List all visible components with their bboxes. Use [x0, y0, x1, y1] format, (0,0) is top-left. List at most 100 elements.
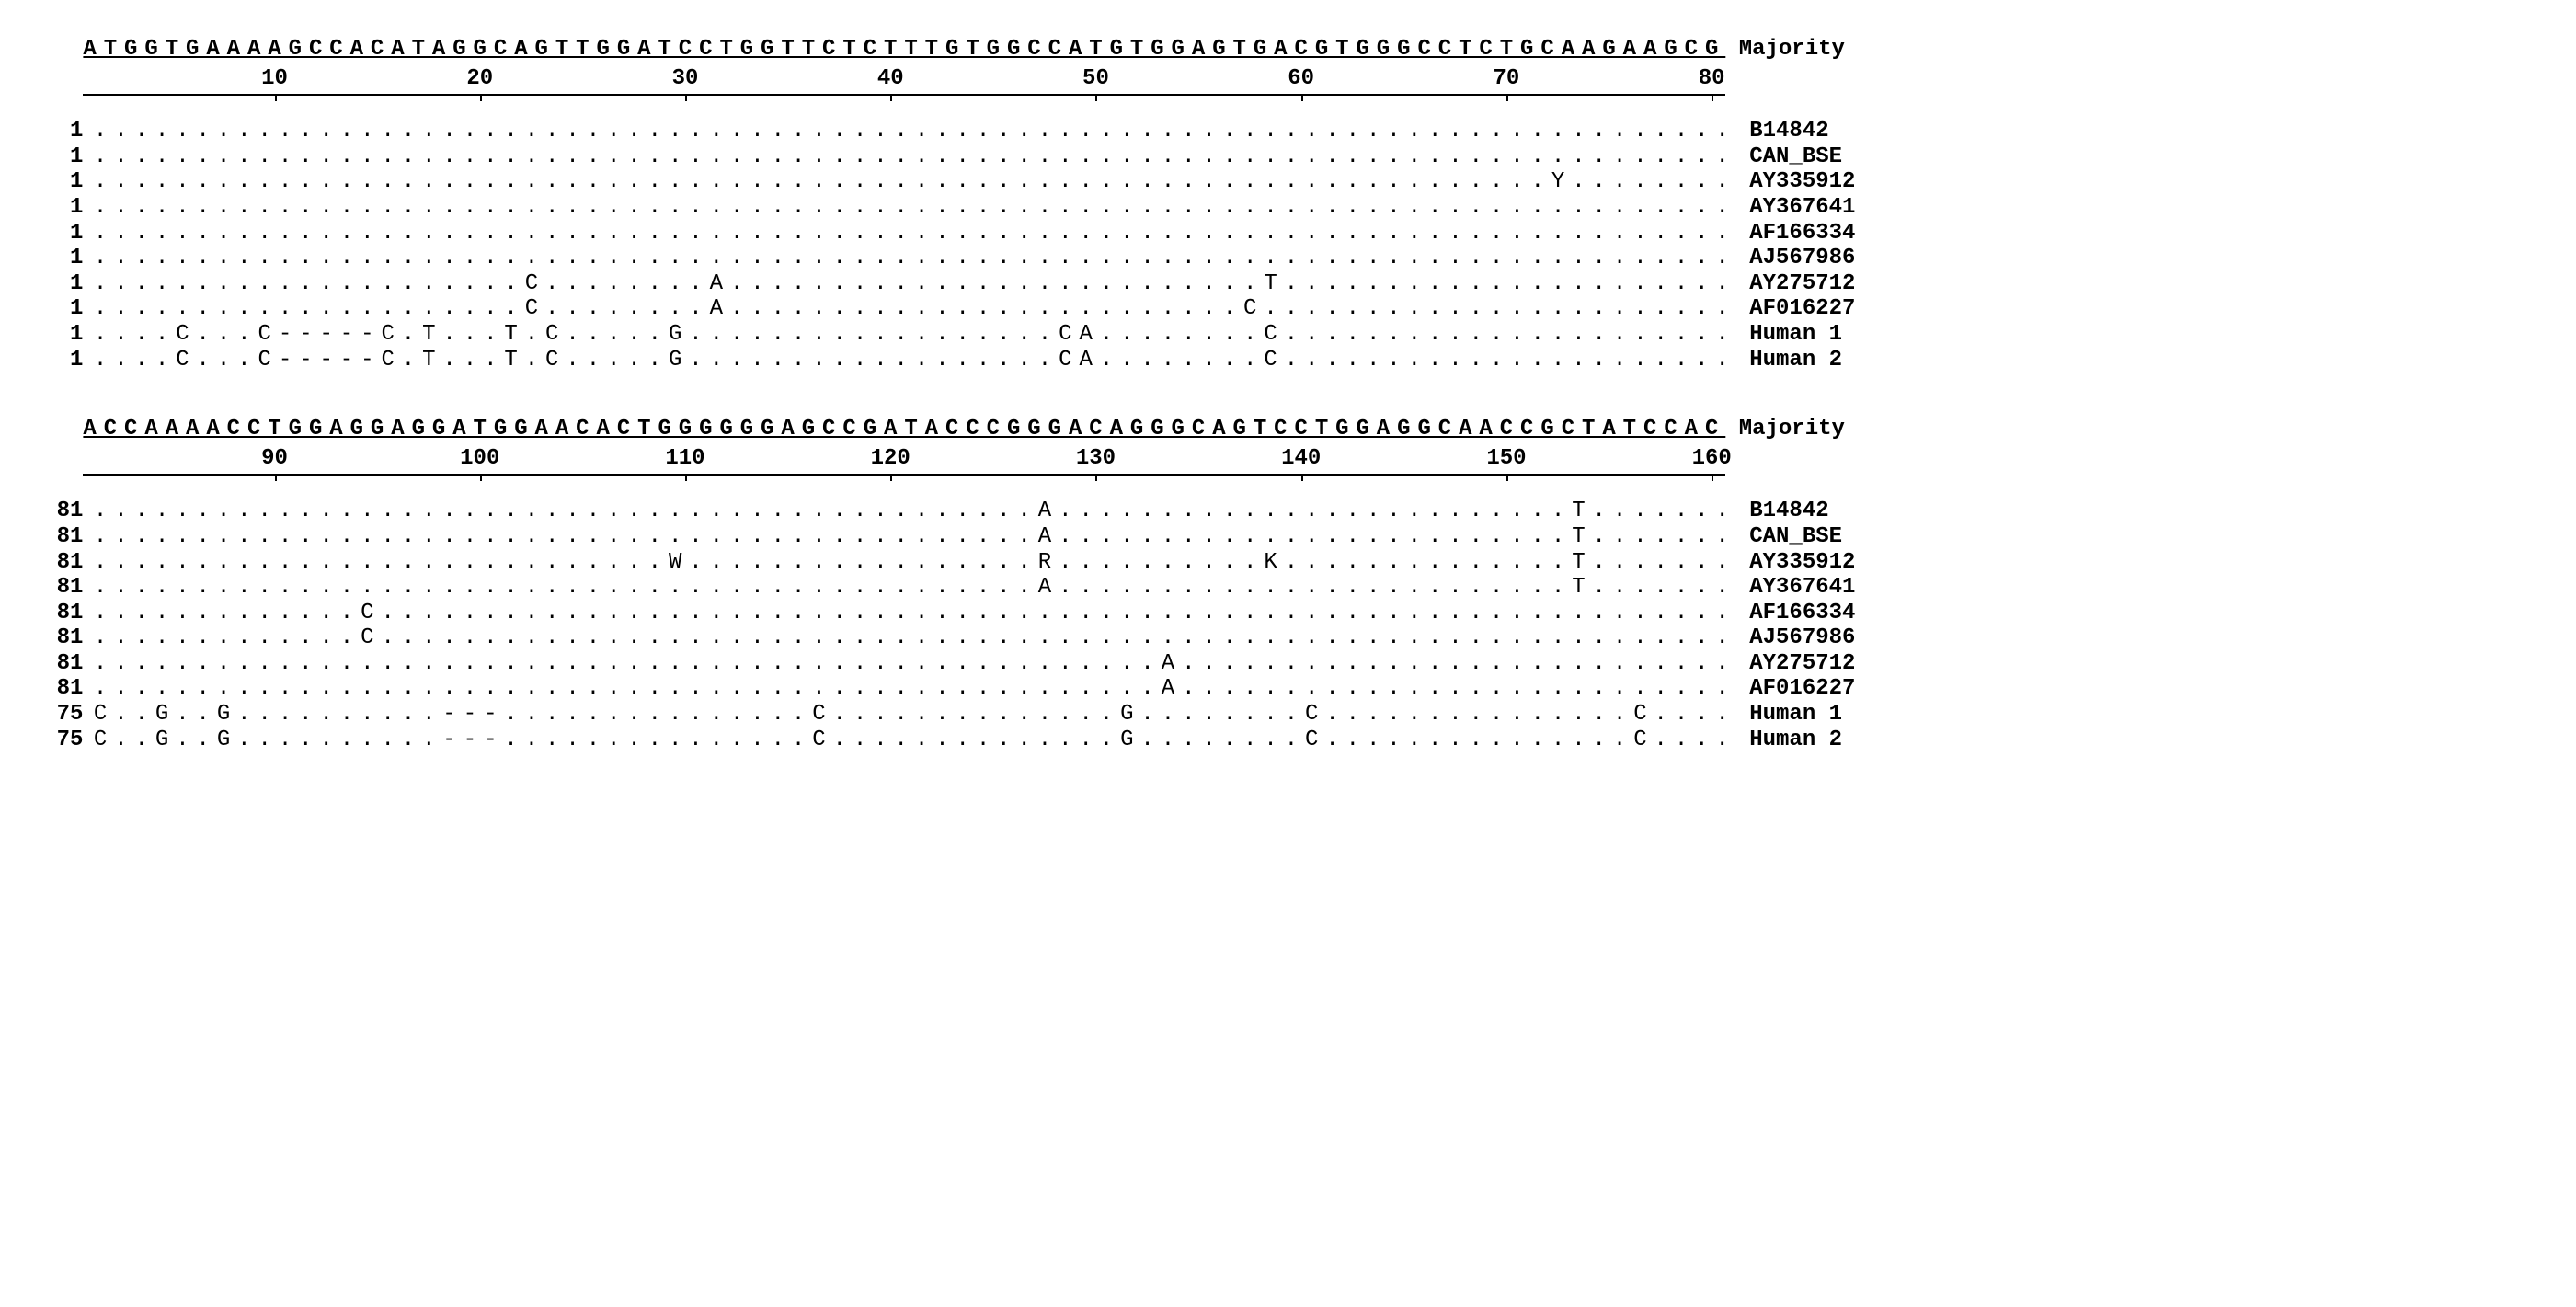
consensus-row: ATGGTGAAAAGCCACATAGGCAGTTGGATCCTGGTTCTCT… [37, 37, 2539, 63]
ruler-number: 20 [466, 66, 493, 92]
sequence-label: CAN_BSE [1749, 144, 1842, 170]
consensus-row: ACCAAAACCTGGAGGAGGATGGAACACTGGGGGGAGCCGA… [37, 417, 2539, 442]
sequence-row: 1.......................................… [37, 144, 2539, 170]
start-position: 1 [37, 322, 94, 348]
ruler-line [83, 94, 1725, 96]
ruler-number: 120 [871, 446, 910, 472]
ruler-number: 140 [1281, 446, 1321, 472]
ruler-number: 60 [1288, 66, 1314, 92]
sequence: ........................................… [94, 169, 1736, 195]
majority-label: Majority [1739, 417, 1845, 442]
sequence-label: B14842 [1749, 119, 1828, 144]
ruler-number: 150 [1486, 446, 1526, 472]
sequence-label: AF166334 [1749, 221, 1855, 246]
ruler-number: 10 [261, 66, 288, 92]
sequence-row: 1....C...C-----C.T...T.C.....G..........… [37, 322, 2539, 348]
sequence-row: 1....C...C-----C.T...T.C.....G..........… [37, 348, 2539, 373]
sequence: .............C..........................… [94, 625, 1736, 651]
ruler-number: 160 [1692, 446, 1732, 472]
start-position: 81 [37, 676, 94, 702]
start-position: 1 [37, 271, 94, 297]
sequence-label: CAN_BSE [1749, 524, 1842, 550]
sequence-row: 1.....................C........A........… [37, 296, 2539, 322]
sequence-label: AY367641 [1749, 575, 1855, 601]
sequence: ........................................… [94, 119, 1736, 144]
ruler-line [83, 474, 1725, 476]
sequence-label: Human 1 [1749, 702, 1842, 728]
ruler-number: 50 [1082, 66, 1109, 92]
sequence-label: Human 2 [1749, 348, 1842, 373]
start-position: 81 [37, 575, 94, 601]
sequence: ........................................… [94, 144, 1736, 170]
majority-label: Majority [1739, 37, 1845, 63]
sequence: ........................................… [94, 246, 1736, 271]
sequence-label: AY275712 [1749, 651, 1855, 677]
sequence: ............................W...........… [94, 550, 1736, 576]
start-position: 1 [37, 246, 94, 271]
start-position: 1 [37, 348, 94, 373]
sequence: C..G..G..........---...............C....… [94, 702, 1736, 728]
ruler-numbers: 90100110120130140150160 [83, 446, 2539, 473]
consensus-sequence: ACCAAAACCTGGAGGAGGATGGAACACTGGGGGGAGCCGA… [83, 417, 1725, 442]
sequence-label: AJ567986 [1749, 625, 1855, 651]
sequence-row: 1.......................................… [37, 169, 2539, 195]
ruler-number: 90 [261, 446, 288, 472]
start-position: 75 [37, 728, 94, 753]
sequence-row: 81............................W.........… [37, 550, 2539, 576]
sequence: ....C...C-----C.T...T.C.....G...........… [94, 348, 1736, 373]
ruler-number: 40 [877, 66, 904, 92]
start-position: 1 [37, 195, 94, 221]
sequence-row: 81......................................… [37, 524, 2539, 550]
sequence-row: 75C..G..G..........---...............C..… [37, 728, 2539, 753]
sequence-row: 1.......................................… [37, 195, 2539, 221]
start-position: 1 [37, 296, 94, 322]
sequence-row: 1.......................................… [37, 119, 2539, 144]
sequence: .....................C........A.........… [94, 271, 1736, 297]
sequence-row: 81......................................… [37, 676, 2539, 702]
sequence-label: B14842 [1749, 499, 1828, 524]
sequence-label: AY335912 [1749, 550, 1855, 576]
start-position: 81 [37, 524, 94, 550]
sequence: .............C..........................… [94, 601, 1736, 626]
alignment-block: ACCAAAACCTGGAGGAGGATGGAACACTGGGGGGAGCCGA… [37, 417, 2539, 752]
start-position: 1 [37, 169, 94, 195]
sequence-label: AY275712 [1749, 271, 1855, 297]
start-position: 81 [37, 625, 94, 651]
sequence-row: 1.......................................… [37, 221, 2539, 246]
sequence-row: 81.............C........................… [37, 625, 2539, 651]
start-position: 81 [37, 550, 94, 576]
start-position: 1 [37, 221, 94, 246]
ruler-number: 80 [1699, 66, 1725, 92]
sequence: .....................C........A.........… [94, 296, 1736, 322]
sequence: C..G..G..........---...............C....… [94, 728, 1736, 753]
alignment-block: ATGGTGAAAAGCCACATAGGCAGTTGGATCCTGGTTCTCT… [37, 37, 2539, 373]
sequence-row: 81......................................… [37, 499, 2539, 524]
sequence: ........................................… [94, 676, 1736, 702]
sequence-row: 81.............C........................… [37, 601, 2539, 626]
ruler: 10 20 30 40 50 60 70 80 [83, 66, 2539, 120]
sequence-row: 75C..G..G..........---...............C..… [37, 702, 2539, 728]
ruler-number: 70 [1494, 66, 1520, 92]
sequence-label: AF016227 [1749, 296, 1855, 322]
start-position: 75 [37, 702, 94, 728]
ruler: 90100110120130140150160 [83, 446, 2539, 499]
start-position: 1 [37, 144, 94, 170]
ruler-number: 30 [672, 66, 699, 92]
consensus-sequence: ATGGTGAAAAGCCACATAGGCAGTTGGATCCTGGTTCTCT… [83, 37, 1725, 63]
sequence-row: 81......................................… [37, 651, 2539, 677]
start-position: 1 [37, 119, 94, 144]
sequence-row: 1.....................C........A........… [37, 271, 2539, 297]
ruler-numbers: 10 20 30 40 50 60 70 80 [83, 66, 2539, 93]
sequence-label: AF016227 [1749, 676, 1855, 702]
sequence: ........................................… [94, 195, 1736, 221]
sequence-label: AY335912 [1749, 169, 1855, 195]
sequence-label: AY367641 [1749, 195, 1855, 221]
sequence: ........................................… [94, 575, 1736, 601]
sequence-row: 81......................................… [37, 575, 2539, 601]
start-position: 81 [37, 651, 94, 677]
ruler-number: 130 [1076, 446, 1116, 472]
sequence-row: 1.......................................… [37, 246, 2539, 271]
sequence: ........................................… [94, 221, 1736, 246]
start-position: 81 [37, 601, 94, 626]
ruler-number: 110 [665, 446, 704, 472]
